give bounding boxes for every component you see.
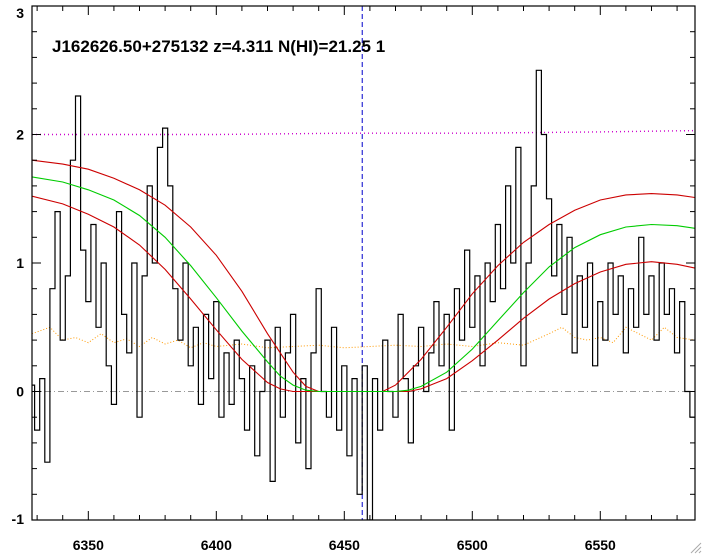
series-model: [32, 176, 695, 393]
series-continuum: [32, 129, 695, 136]
series-flux: [32, 69, 695, 520]
x-tick-label: 6350: [73, 537, 104, 553]
x-tick-label: 6500: [457, 537, 488, 553]
resize-grip-icon[interactable]: [688, 540, 702, 554]
y-tick-label: 0: [16, 384, 24, 400]
x-tick-label: 6400: [201, 537, 232, 553]
x-tick-label: 6450: [329, 537, 360, 553]
y-tick-label: 1: [16, 255, 24, 271]
x-tick-label: 6550: [585, 537, 616, 553]
series-model-lower: [32, 195, 695, 393]
chart-title: J162626.50+275132 z=4.311 N(HI)=21.25 1: [52, 37, 385, 56]
y-tick-label: 3: [16, 5, 24, 21]
y-tick-label: -1: [12, 511, 25, 527]
y-tick-label: 2: [16, 127, 24, 143]
series-error: [32, 326, 695, 349]
